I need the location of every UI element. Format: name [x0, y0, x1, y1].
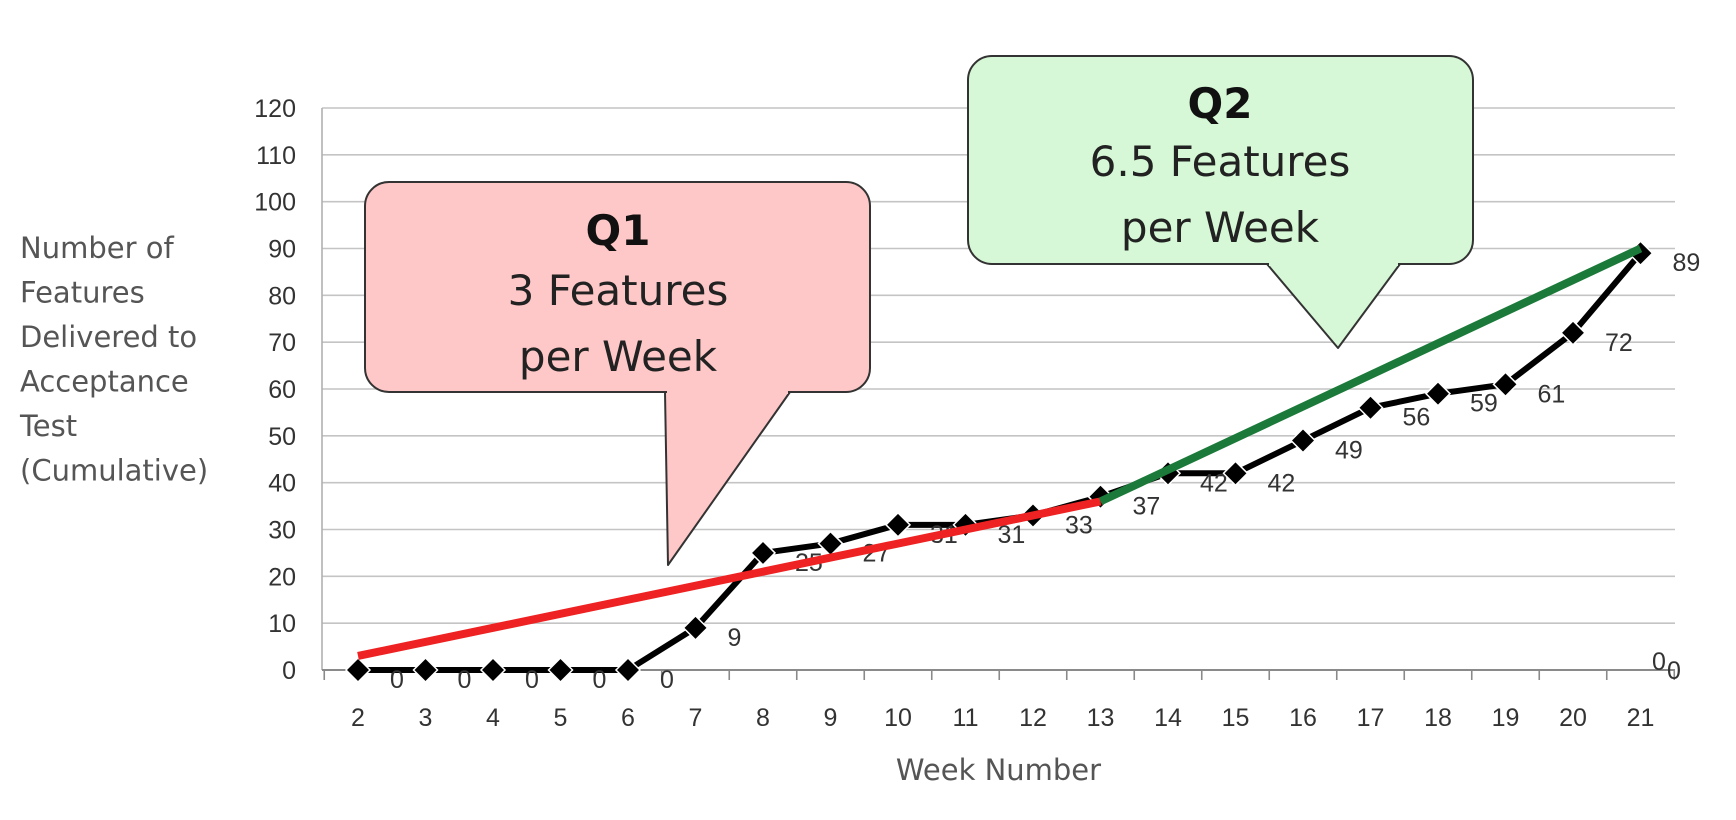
x-tick-label: 19 — [1492, 704, 1520, 732]
y-tick-label: 100 — [254, 189, 296, 217]
y-axis-title-line: (Cumulative) — [20, 454, 208, 488]
data-point — [682, 614, 709, 641]
x-tick-label: 3 — [419, 704, 433, 732]
callout-pointer — [664, 391, 791, 566]
y-axis-ticks: 0 10 20 30 40 50 60 70 80 90 100 110 120 — [254, 95, 296, 685]
data-point — [479, 656, 507, 684]
y-tick-label: 80 — [268, 282, 296, 310]
callout-title: Q2 — [1188, 79, 1253, 128]
y-tick-label: 40 — [268, 470, 296, 498]
y-tick-label: 110 — [256, 142, 296, 170]
y-axis-title: Number of Features Delivered to Acceptance T… — [19, 231, 208, 488]
x-tick-label: 11 — [953, 704, 979, 732]
data-point — [1492, 371, 1519, 398]
x-tick-label: 20 — [1559, 704, 1587, 732]
data-point — [344, 656, 372, 684]
data-point — [1222, 460, 1249, 487]
y-tick-label: 0 — [282, 657, 296, 685]
data-point — [884, 511, 912, 538]
y-axis-title-line: Number of — [20, 231, 174, 265]
data-label: 59 — [1470, 390, 1498, 418]
x-tick-label: 6 — [621, 704, 635, 732]
callouts: Q1 3 Features per Week Q2 6.5 Features per We… — [364, 55, 1474, 566]
y-tick-label: 20 — [268, 563, 296, 591]
y-axis-title-line: Delivered to — [20, 320, 197, 354]
callout-pointer — [1266, 263, 1401, 349]
data-label: 49 — [1335, 437, 1363, 465]
trend-line — [357, 497, 1102, 660]
x-tick-label: 10 — [884, 704, 912, 732]
callout-text: 3 Features — [508, 266, 729, 315]
data-label: 0 — [525, 666, 539, 694]
data-point — [412, 656, 439, 684]
data-label: 56 — [1403, 404, 1431, 432]
x-tick-label: 17 — [1357, 704, 1385, 732]
y-axis-title-line: Test — [19, 409, 77, 443]
trend-lines — [357, 244, 1643, 660]
y-tick-label: 90 — [268, 236, 296, 264]
y-tick-label: 70 — [268, 329, 296, 357]
x-tick-label: 21 — [1627, 704, 1655, 732]
callout-title: Q1 — [586, 206, 651, 255]
y-tick-label: 60 — [268, 376, 296, 404]
trend-line — [1098, 244, 1643, 506]
y-tick-label: 10 — [268, 610, 296, 638]
data-label: 61 — [1538, 380, 1566, 408]
x-axis-title: Week Number — [896, 753, 1101, 787]
x-tick-label: 9 — [824, 704, 838, 732]
x-tick-label: 4 — [486, 704, 500, 732]
data-point — [1289, 427, 1317, 454]
data-label: 0 — [660, 666, 674, 694]
data-label: 89 — [1673, 249, 1701, 277]
data-label: 0 — [593, 666, 607, 694]
x-axis-ticks: 2 3 4 5 6 7 8 9 10 11 12 13 14 15 16 17 18 19 20 21 — [323, 670, 1676, 732]
y-axis-title-line: Acceptance — [20, 365, 189, 399]
data-label: 9 — [728, 624, 742, 652]
y-tick-label: 30 — [268, 517, 296, 545]
x-tick-label: 7 — [689, 704, 703, 732]
callout-box — [364, 181, 871, 393]
callout-q1: Q1 3 Features per Week — [364, 181, 871, 566]
data-point — [547, 656, 574, 684]
y-tick-label: 120 — [254, 95, 296, 123]
data-label: 72 — [1605, 329, 1633, 357]
data-label: 0 — [390, 666, 404, 694]
callout-q2: Q2 6.5 Features per Week — [967, 55, 1474, 349]
data-label: 37 — [1133, 493, 1161, 521]
data-label: 42 — [1268, 469, 1296, 497]
stray-label: 0 — [1667, 657, 1681, 685]
data-point — [614, 656, 642, 684]
x-tick-label: 13 — [1087, 704, 1115, 732]
data-point — [1357, 394, 1384, 421]
x-tick-label: 12 — [1019, 704, 1047, 732]
data-point — [1559, 319, 1587, 346]
y-tick-label: 50 — [268, 423, 296, 451]
x-tick-label: 15 — [1222, 704, 1250, 732]
callout-text: per Week — [519, 332, 718, 381]
x-tick-label: 14 — [1154, 704, 1182, 732]
x-tick-label: 16 — [1289, 704, 1317, 732]
data-point — [749, 539, 777, 566]
data-point — [1424, 380, 1452, 407]
stray-label: 0 — [1652, 648, 1666, 676]
callout-text: per Week — [1121, 203, 1320, 252]
data-label: 33 — [1065, 511, 1093, 539]
x-tick-label: 2 — [351, 704, 365, 732]
x-tick-label: 8 — [756, 704, 770, 732]
x-tick-label: 18 — [1424, 704, 1452, 732]
y-axis-title-line: Features — [20, 276, 145, 310]
x-tick-label: 5 — [554, 704, 568, 732]
callout-box — [967, 55, 1474, 265]
data-label: 0 — [458, 666, 472, 694]
callout-text: 6.5 Features — [1090, 137, 1351, 186]
